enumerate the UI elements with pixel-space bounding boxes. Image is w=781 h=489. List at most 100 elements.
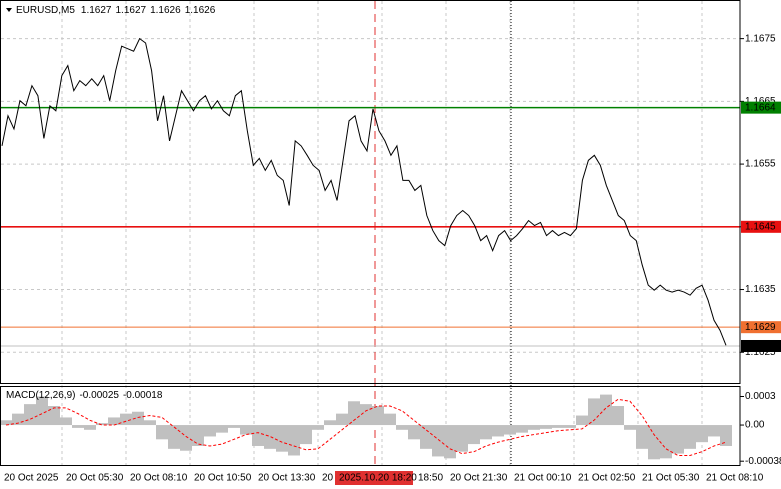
histogram-bar <box>528 425 540 430</box>
ohlc-low: 1.1626 <box>150 5 181 16</box>
crosshair-label: 2025.10.20 18:20 <box>339 473 417 484</box>
histogram-bar <box>612 406 624 426</box>
ohlc-close: 1.1626 <box>185 5 216 16</box>
x-tick-label: 21 Oct 08:10 <box>706 473 764 484</box>
histogram-bar <box>660 425 672 459</box>
level-tag <box>741 220 781 233</box>
histogram-bar <box>240 425 252 435</box>
histogram-bar <box>552 425 564 428</box>
symbol: EURUSD,M5 <box>16 5 75 16</box>
crosshair-tag <box>335 471 413 485</box>
histogram-bar <box>36 396 48 426</box>
histogram-bar <box>96 423 108 426</box>
histogram-bar <box>564 425 576 428</box>
x-tick-label: 20 Oct 10:50 <box>194 473 252 484</box>
histogram-bar <box>420 425 432 449</box>
histogram-bar <box>696 425 708 443</box>
level-tag <box>741 101 781 114</box>
histogram-bar <box>0 420 12 426</box>
macd-header: MACD(12,26,9) -0.00025 -0.00018 <box>6 390 163 401</box>
histogram-bar <box>588 398 600 426</box>
menu-arrow <box>6 8 12 12</box>
histogram-bar <box>360 404 372 426</box>
histogram-bar <box>288 425 300 456</box>
histogram-bar <box>372 406 384 426</box>
histogram-bar <box>312 425 324 430</box>
y-tick-label: -0.00038 <box>745 456 781 467</box>
histogram-bar <box>636 425 648 449</box>
x-tick-label: 18:50 <box>418 473 443 484</box>
level-label: 1.1664 <box>745 102 776 113</box>
histogram-bar <box>48 406 60 426</box>
histogram-bar <box>60 417 72 426</box>
histogram-bar <box>600 394 612 426</box>
histogram-bar <box>168 425 180 449</box>
histogram-bar <box>192 425 204 446</box>
histogram-bar <box>252 425 264 446</box>
histogram-bar <box>216 425 228 433</box>
histogram-bar <box>24 404 36 426</box>
x-tick-label: 20 Oct 05:30 <box>66 473 124 484</box>
header: EURUSD,M5 1.1627 1.1627 1.1626 1.1626 <box>16 5 216 16</box>
histogram-bar <box>444 425 456 459</box>
x-tick-label: 20 Oct 13:30 <box>258 473 316 484</box>
macd-frame <box>0 386 741 466</box>
histogram-bar <box>432 425 444 457</box>
histogram-bar <box>504 425 516 435</box>
histogram-bar <box>456 425 468 452</box>
macd-title: MACD(12,26,9) <box>6 390 75 401</box>
histogram-bar <box>144 420 156 426</box>
x-tick-label: 20 Oct 08:10 <box>130 473 188 484</box>
y-tick-label: 1.1655 <box>745 159 776 170</box>
histogram-bar <box>624 425 636 430</box>
histogram-bar <box>384 413 396 426</box>
y-tick-label: 0.0003 <box>745 391 776 402</box>
histogram-bar <box>648 425 660 460</box>
ohlc-high: 1.1627 <box>116 5 147 16</box>
histogram-bar <box>684 425 696 449</box>
level-tag <box>741 339 781 352</box>
level-tag <box>741 321 781 334</box>
ohlc-open: 1.1627 <box>81 5 112 16</box>
y-tick-label: 0.00 <box>745 420 765 431</box>
signal-value: -0.00018 <box>123 390 163 401</box>
histogram-bar <box>408 425 420 440</box>
x-tick-label: 21 Oct 02:50 <box>578 473 636 484</box>
x-tick-label: 20 <box>322 473 334 484</box>
signal-line <box>5 398 727 456</box>
histogram-bar <box>492 425 504 437</box>
histogram-bar <box>348 401 360 426</box>
x-tick-label: 20 Oct 21:30 <box>450 473 508 484</box>
histogram-bar <box>180 425 192 451</box>
histogram-bar <box>72 425 84 428</box>
histogram-bar <box>132 411 144 426</box>
histogram-bar <box>336 413 348 426</box>
histogram-bar <box>156 425 168 440</box>
histogram-bar <box>468 425 480 445</box>
histogram-bar <box>672 425 684 454</box>
main-frame <box>0 0 741 384</box>
x-tick-label: 20 Oct 2025 <box>4 473 59 484</box>
histogram-bar <box>516 425 528 433</box>
level-label: 1.1626 <box>745 341 776 352</box>
price-line <box>1 37 727 346</box>
histogram-bar <box>228 425 240 428</box>
histogram-bar <box>276 425 288 452</box>
histogram-bar <box>396 425 408 430</box>
histogram-bar <box>480 425 492 440</box>
histogram-bar <box>720 425 732 446</box>
histogram-bar <box>540 425 552 429</box>
histogram-bar <box>300 425 312 445</box>
x-tick-label: 21 Oct 00:10 <box>514 473 572 484</box>
histogram-bar <box>204 425 216 437</box>
level-label: 1.1645 <box>745 221 776 232</box>
histogram-bar <box>576 415 588 426</box>
histogram-bar <box>84 425 96 430</box>
histogram-bar <box>108 417 120 426</box>
histogram-bar <box>12 413 24 426</box>
x-tick-label: 21 Oct 05:30 <box>642 473 700 484</box>
y-tick-label: 1.1665 <box>745 96 776 107</box>
